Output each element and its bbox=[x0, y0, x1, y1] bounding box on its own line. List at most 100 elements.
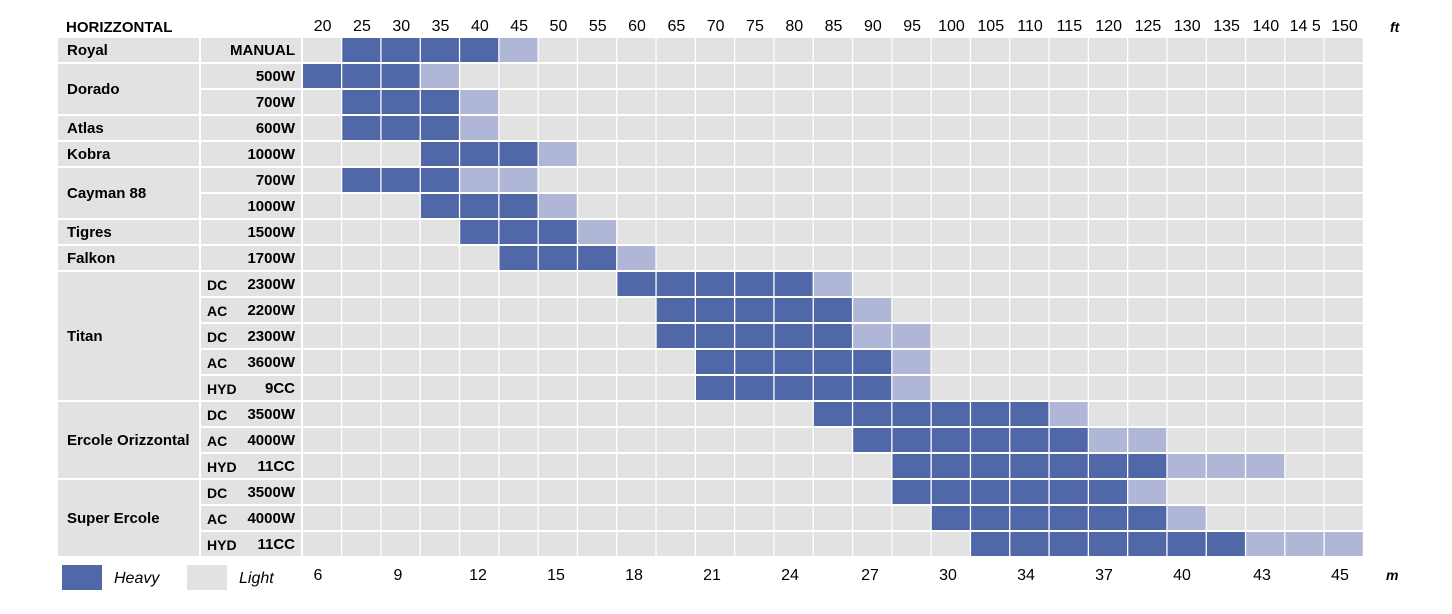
m-tick-label: 24 bbox=[781, 567, 799, 584]
empty-cell bbox=[1246, 428, 1285, 452]
empty-cell bbox=[656, 350, 695, 374]
heavy-cell bbox=[420, 90, 459, 114]
empty-cell bbox=[381, 428, 420, 452]
empty-cell bbox=[1167, 350, 1206, 374]
ft-tick-label: 20 bbox=[314, 18, 332, 35]
empty-cell bbox=[1167, 376, 1206, 400]
empty-cell bbox=[1089, 272, 1127, 296]
empty-cell bbox=[303, 428, 341, 452]
ft-tick-label: 80 bbox=[785, 18, 803, 35]
light-cell bbox=[460, 90, 499, 114]
empty-cell bbox=[1167, 298, 1206, 322]
empty-cell bbox=[499, 272, 538, 296]
empty-cell bbox=[538, 506, 577, 530]
empty-cell bbox=[735, 116, 774, 140]
group-label-cell bbox=[58, 142, 199, 166]
ft-tick-label: 14 5 bbox=[1290, 18, 1321, 35]
m-tick-label: 37 bbox=[1095, 567, 1113, 584]
heavy-cell bbox=[656, 272, 695, 296]
empty-cell bbox=[381, 142, 420, 166]
light-cell bbox=[1324, 532, 1363, 556]
empty-cell bbox=[538, 64, 577, 88]
empty-cell bbox=[1206, 272, 1245, 296]
light-cell bbox=[1167, 454, 1206, 478]
heavy-cell bbox=[774, 350, 813, 374]
light-cell bbox=[1089, 428, 1127, 452]
light-cell bbox=[892, 350, 931, 374]
empty-cell bbox=[499, 64, 538, 88]
empty-cell bbox=[931, 90, 970, 114]
m-tick-label: 18 bbox=[625, 567, 643, 584]
empty-cell bbox=[696, 116, 734, 140]
empty-cell bbox=[1128, 376, 1167, 400]
empty-cell bbox=[853, 38, 892, 62]
empty-cell bbox=[420, 532, 459, 556]
row-power: 4000W bbox=[247, 432, 295, 449]
light-cell bbox=[499, 168, 538, 192]
ft-tick-label: 35 bbox=[432, 18, 450, 35]
empty-cell bbox=[971, 90, 1010, 114]
empty-cell bbox=[460, 324, 499, 348]
heavy-cell bbox=[735, 272, 774, 296]
empty-cell bbox=[499, 376, 538, 400]
empty-cell bbox=[774, 402, 813, 426]
empty-cell bbox=[1206, 38, 1245, 62]
m-tick-label: 27 bbox=[861, 567, 879, 584]
row-power: 2300W bbox=[247, 328, 295, 345]
heavy-cell bbox=[381, 90, 420, 114]
row-label-cell bbox=[201, 506, 301, 530]
empty-cell bbox=[499, 506, 538, 530]
empty-cell bbox=[735, 428, 774, 452]
row-prefix: HYD bbox=[207, 537, 237, 553]
empty-cell bbox=[1089, 350, 1127, 374]
empty-cell bbox=[1010, 64, 1049, 88]
light-cell bbox=[1128, 428, 1167, 452]
empty-cell bbox=[1128, 142, 1167, 166]
heavy-cell bbox=[774, 298, 813, 322]
empty-cell bbox=[460, 454, 499, 478]
empty-cell bbox=[342, 220, 381, 244]
light-cell bbox=[460, 116, 499, 140]
empty-cell bbox=[813, 480, 852, 504]
ft-tick-label: 95 bbox=[903, 18, 921, 35]
heavy-cell bbox=[774, 324, 813, 348]
empty-cell bbox=[735, 402, 774, 426]
empty-cell bbox=[735, 480, 774, 504]
empty-cell bbox=[578, 428, 617, 452]
group-label: Ercole Orizzontal bbox=[67, 432, 190, 449]
empty-cell bbox=[1324, 506, 1363, 530]
heavy-cell bbox=[420, 116, 459, 140]
row-prefix: DC bbox=[207, 329, 227, 345]
ft-tick-label: 85 bbox=[825, 18, 843, 35]
empty-cell bbox=[1246, 272, 1285, 296]
empty-cell bbox=[1324, 90, 1363, 114]
empty-cell bbox=[1324, 142, 1363, 166]
empty-cell bbox=[578, 116, 617, 140]
empty-cell bbox=[1206, 90, 1245, 114]
empty-cell bbox=[538, 350, 577, 374]
light-cell bbox=[813, 272, 852, 296]
empty-cell bbox=[1128, 402, 1167, 426]
empty-cell bbox=[931, 298, 970, 322]
ft-tick-label: 40 bbox=[471, 18, 489, 35]
heavy-cell bbox=[971, 480, 1010, 504]
empty-cell bbox=[1324, 38, 1363, 62]
heavy-cell bbox=[892, 454, 931, 478]
heavy-cell bbox=[460, 194, 499, 218]
ft-tick-label: 110 bbox=[1017, 18, 1043, 35]
empty-cell bbox=[853, 480, 892, 504]
empty-cell bbox=[656, 220, 695, 244]
heavy-cell bbox=[420, 142, 459, 166]
empty-cell bbox=[1010, 194, 1049, 218]
empty-cell bbox=[892, 168, 931, 192]
empty-cell bbox=[735, 90, 774, 114]
empty-cell bbox=[656, 168, 695, 192]
ft-tick-label: 55 bbox=[589, 18, 607, 35]
light-cell bbox=[1049, 402, 1088, 426]
heavy-cell bbox=[1010, 532, 1049, 556]
empty-cell bbox=[1246, 64, 1285, 88]
light-cell bbox=[892, 376, 931, 400]
m-tick-label: 15 bbox=[547, 567, 565, 584]
heavy-cell bbox=[774, 376, 813, 400]
empty-cell bbox=[499, 90, 538, 114]
